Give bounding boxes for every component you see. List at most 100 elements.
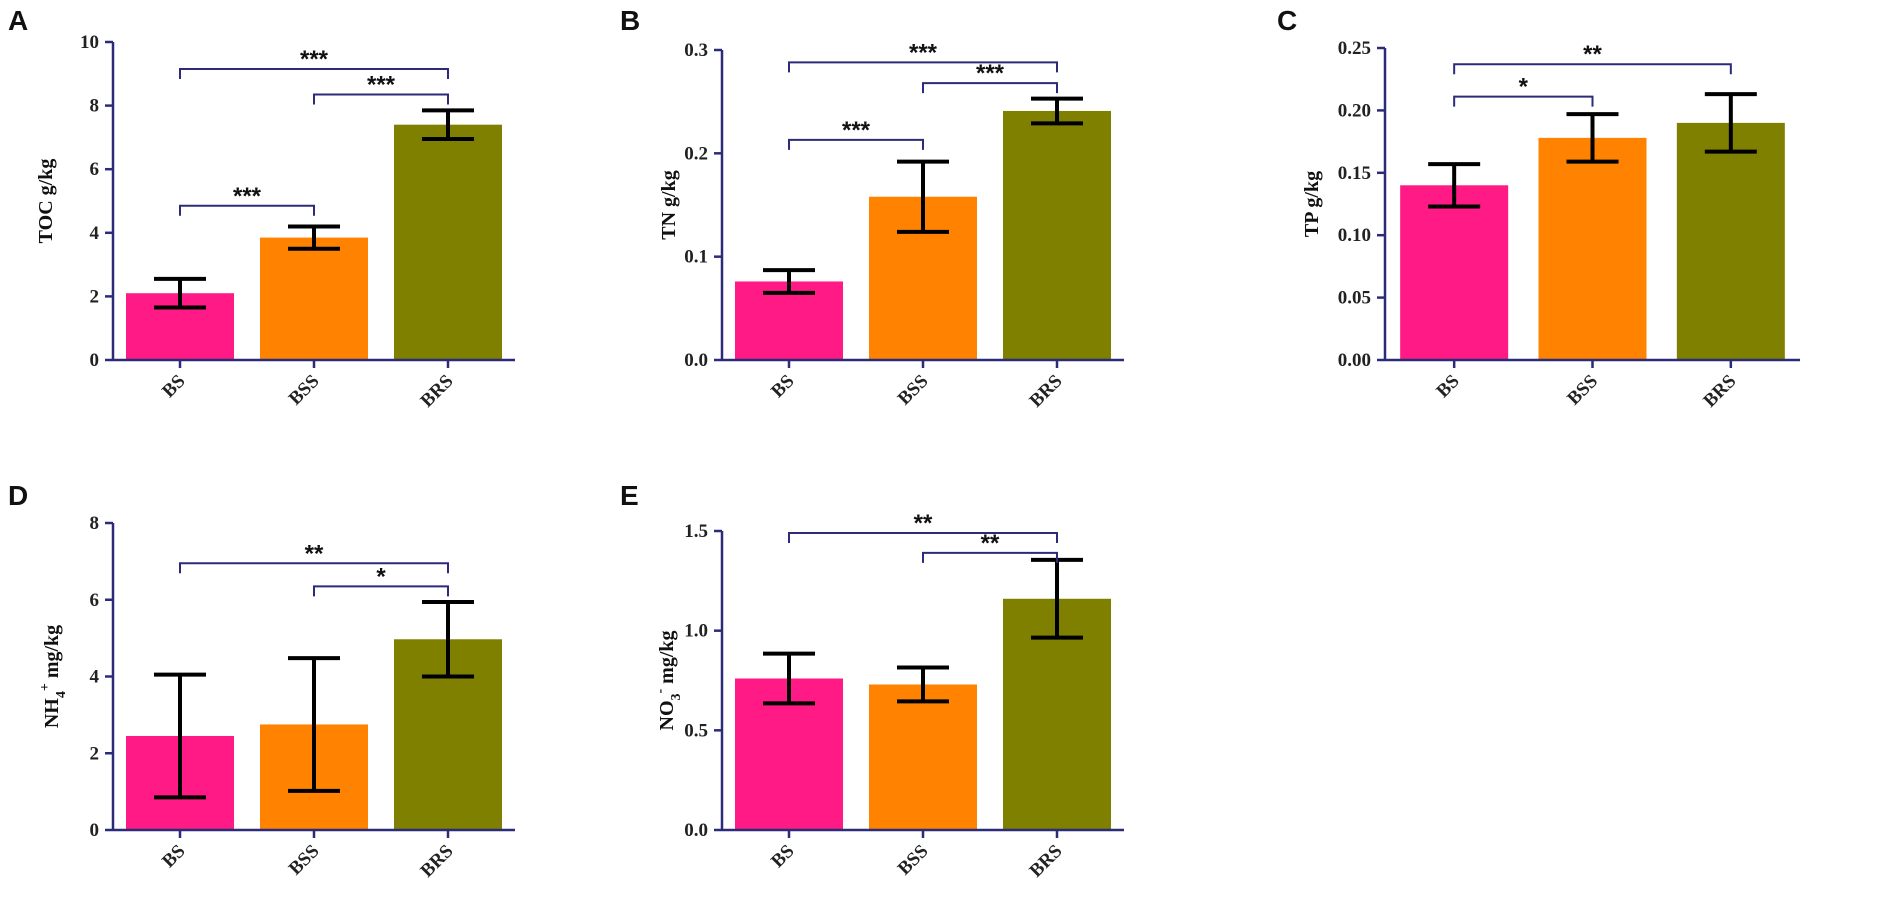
error-bar-bss [288,224,340,251]
error-bar-brs [422,600,474,679]
y-tick-label: 0.5 [684,720,708,741]
error-bar-brs [1704,92,1757,154]
y-tick-label: 0 [90,820,100,841]
y-tick-label: 0.0 [684,350,708,371]
significance-bracket: * [1453,74,1594,107]
error-bar-bs [763,651,815,706]
y-axis-label-main: TN g/kg [658,170,680,239]
error-bar-bs [763,268,815,295]
y-axis-label-main: TOC g/kg [35,159,57,244]
x-tick-label: BRS [417,841,458,882]
significance-label: ** [305,540,324,567]
bar-brs [1003,110,1111,360]
x-tick-label: BS [158,841,189,872]
panel-b: B 0.0 0.1 0.2 0.3 BS BSS BRS TN g/kg *** *** *** [620,5,1124,412]
significance-label: * [1519,74,1529,101]
y-tick-label: 8 [90,96,100,117]
y-axis-label: TOC g/kg [35,159,57,244]
x-tick-label: BSS [1563,371,1602,410]
x-tick-label: BSS [285,371,324,410]
y-tick-label: 0.25 [1338,38,1371,59]
x-tick-label: BSS [285,841,324,880]
panel-letter: E [620,480,639,511]
y-tick-label: 0 [90,350,100,371]
error-bar-bs [154,276,206,310]
significance-label: *** [976,60,1005,87]
error-bar-brs [1031,96,1083,126]
x-tick-label: BS [158,371,189,402]
x-tick-label: BSS [894,371,933,410]
y-tick-label: 1.5 [684,521,708,542]
significance-bracket: ** [788,510,1058,543]
error-bar-bss [1566,112,1619,164]
y-tick-label: 4 [90,223,100,244]
panel-letter: C [1277,5,1297,36]
x-tick-label: BS [767,371,798,402]
error-bar-bs [1428,162,1481,209]
y-tick-label: 0.00 [1338,350,1371,371]
y-axis-label-subscript: 4 [54,691,69,698]
error-bar-bss [897,159,949,234]
bar-bs [1400,185,1509,360]
panel-a: A 0 2 4 6 8 10 BS BSS BRS TOC g/kg *** *** *** [8,5,515,412]
significance-bracket: *** [922,60,1058,94]
bar-brs [1676,122,1785,360]
error-bar-bs [154,672,206,800]
significance-bracket: *** [788,39,1058,73]
significance-bracket: *** [313,71,449,105]
significance-bracket: ** [179,540,449,574]
significance-bracket: *** [788,117,924,150]
x-tick-label: BRS [1026,841,1067,882]
significance-label: * [376,563,386,590]
bar-bss [1538,137,1647,360]
y-tick-label: 8 [90,513,100,534]
y-tick-label: 2 [90,286,100,307]
significance-bracket: ** [922,530,1058,563]
x-tick-label: BRS [417,371,458,412]
x-tick-label: BS [767,841,798,872]
y-axis-label-main: NH [41,698,63,728]
y-axis-label-superscript: + [38,683,53,691]
significance-label: *** [842,117,871,144]
significance-label: *** [233,183,262,210]
y-tick-label: 1.0 [684,621,708,642]
significance-label: ** [981,530,1000,557]
significance-label: *** [909,39,938,66]
y-axis-label: TP g/kg [1301,171,1323,237]
y-tick-label: 0.10 [1338,225,1371,246]
panel-c: C 0.00 0.05 0.10 0.15 0.20 0.25 BS BSS BRS TP g/kg… [1277,5,1800,412]
y-axis-label: NO3- mg/kg [653,630,684,730]
y-tick-label: 0.20 [1338,100,1371,121]
y-tick-label: 0.2 [684,143,708,164]
significance-label: ** [1583,41,1602,68]
y-tick-label: 0.3 [684,40,708,61]
panel-letter: D [8,480,28,511]
significance-bracket: * [313,563,449,597]
y-tick-label: 0.1 [684,247,708,268]
y-axis-label-unit: mg/kg [656,630,678,688]
panel-letter: B [620,5,640,36]
y-axis-label-main: TP g/kg [1301,171,1323,237]
significance-label: *** [367,71,396,98]
y-tick-label: 10 [80,32,99,53]
y-axis-label: NH4+ mg/kg [38,625,69,728]
panel-letter: A [8,5,28,36]
significance-label: *** [300,46,329,73]
error-bar-brs [422,108,474,141]
y-axis-label: TN g/kg [658,170,680,239]
x-tick-label: BSS [894,841,933,880]
y-tick-label: 4 [90,667,100,688]
panel-e: E 0.0 0.5 1.0 1.5 BS BSS BRS NO3- mg/kg ** ** [620,480,1124,882]
significance-bracket: *** [179,46,449,80]
y-axis-label-main: NO [656,701,678,731]
bar-brs [394,124,502,361]
y-axis-label-unit: mg/kg [41,625,63,683]
x-tick-label: BRS [1026,371,1067,412]
x-tick-label: BS [1432,371,1463,402]
y-tick-label: 0.0 [684,820,708,841]
bar-bss [260,237,368,360]
error-bar-bss [288,656,340,793]
significance-label: ** [914,510,933,537]
